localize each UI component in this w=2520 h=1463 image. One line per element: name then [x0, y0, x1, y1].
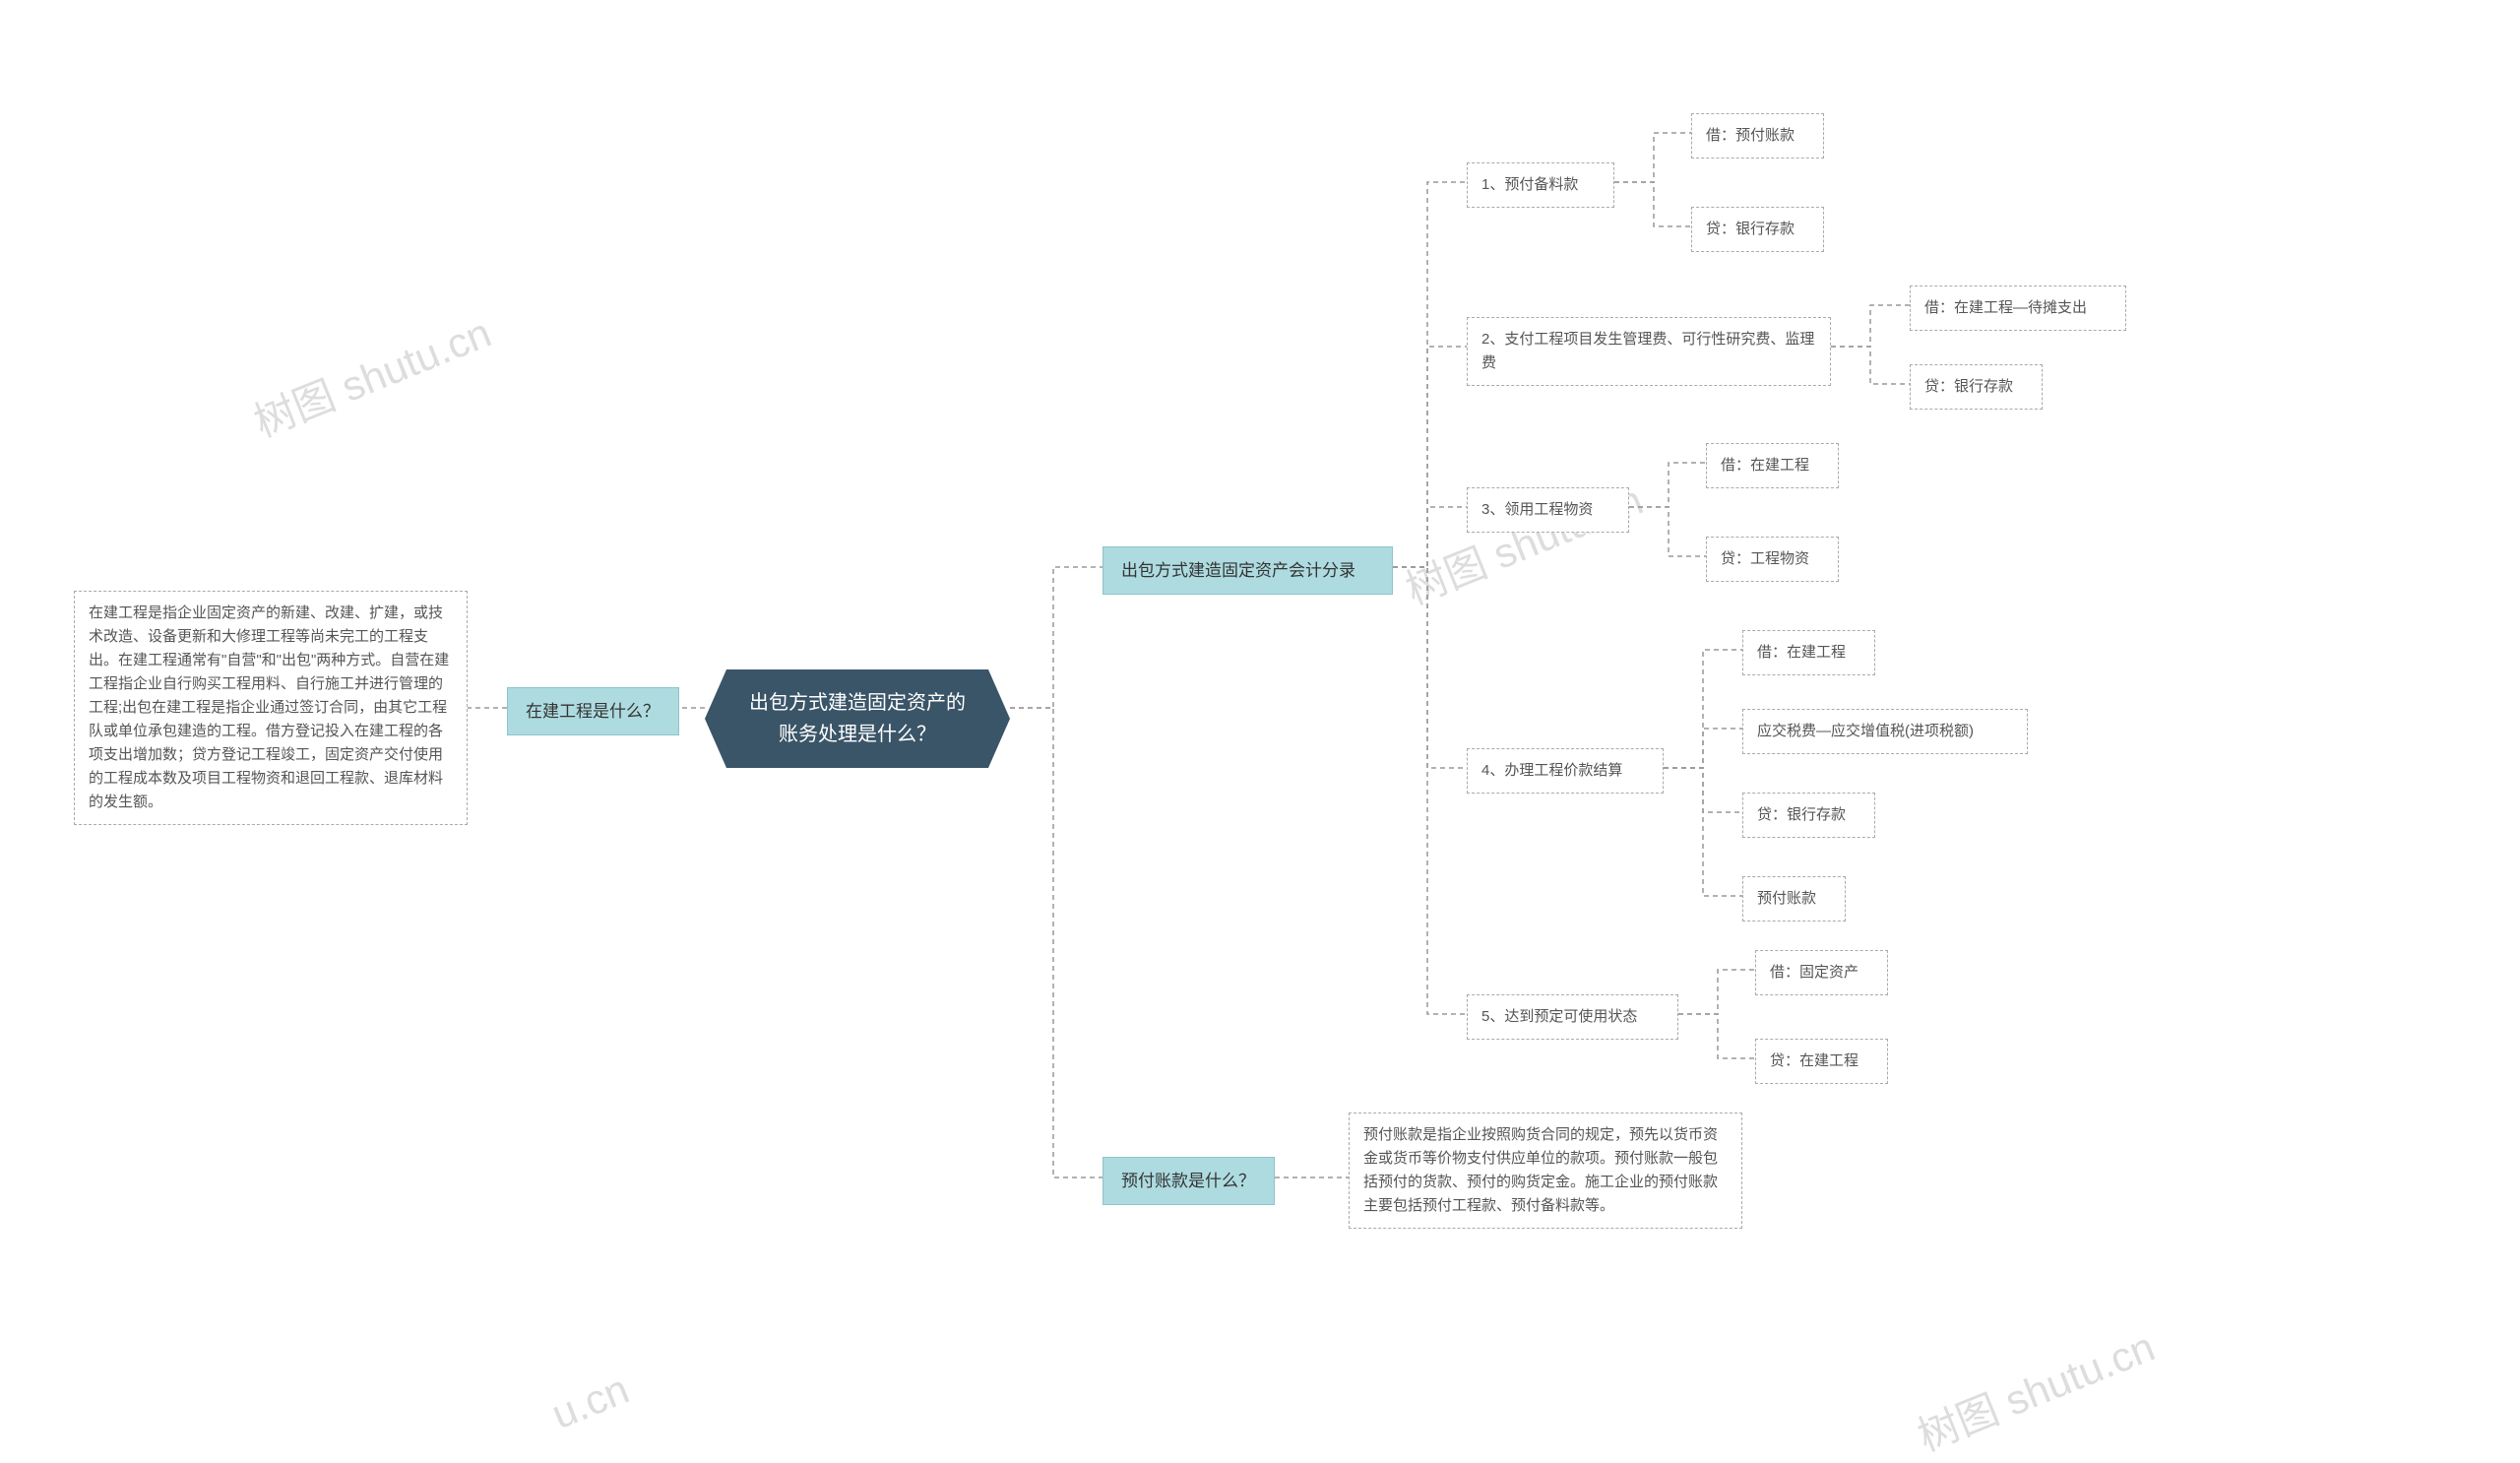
entry-2[interactable]: 2、支付工程项目发生管理费、可行性研究费、监理费 [1467, 317, 1831, 386]
leaf-text: 贷：银行存款 [1757, 806, 1846, 823]
leaf-text: 贷：工程物资 [1721, 550, 1809, 567]
entry-3[interactable]: 3、领用工程物资 [1467, 487, 1629, 533]
entry-4[interactable]: 4、办理工程价款结算 [1467, 748, 1664, 794]
entry-1-debit: 借：预付账款 [1691, 113, 1824, 159]
entry-4-credit2: 预付账款 [1742, 876, 1846, 922]
entry-4-debit2: 应交税费—应交增值税(进项税额) [1742, 709, 2028, 754]
watermark: u.cn [545, 1366, 636, 1438]
entry-4-debit1: 借：在建工程 [1742, 630, 1875, 675]
entry-label: 2、支付工程项目发生管理费、可行性研究费、监理费 [1481, 331, 1814, 371]
entry-2-credit: 贷：银行存款 [1910, 364, 2043, 410]
leaf-text: 预付账款是指企业按照购货合同的规定，预先以货币资金或货币等价物支付供应单位的款项… [1363, 1126, 1718, 1214]
entry-1[interactable]: 1、预付备料款 [1467, 162, 1614, 208]
watermark: 树图 shutu.cn [244, 300, 499, 450]
entry-label: 4、办理工程价款结算 [1481, 762, 1622, 779]
branch-left[interactable]: 在建工程是什么？ [507, 687, 679, 735]
leaf-text: 借：在建工程 [1757, 644, 1846, 661]
leaf-text: 在建工程是指企业固定资产的新建、改建、扩建，或技术改造、设备更新和大修理工程等尚… [89, 604, 449, 810]
entry-label: 1、预付备料款 [1481, 176, 1578, 193]
entry-3-debit: 借：在建工程 [1706, 443, 1839, 488]
branch-prepaid[interactable]: 预付账款是什么？ [1102, 1157, 1275, 1205]
leaf-text: 预付账款 [1757, 890, 1816, 907]
watermark: 树图 shutu.cn [1908, 1314, 2163, 1463]
leaf-text: 贷：银行存款 [1924, 378, 2013, 395]
entry-5[interactable]: 5、达到预定可使用状态 [1467, 994, 1678, 1040]
leaf-text: 应交税费—应交增值税(进项税额) [1757, 723, 1974, 739]
entry-4-credit1: 贷：银行存款 [1742, 793, 1875, 838]
leaf-text: 借：在建工程 [1721, 457, 1809, 474]
branch-accounting-entries[interactable]: 出包方式建造固定资产会计分录 [1102, 546, 1393, 595]
entry-1-credit: 贷：银行存款 [1691, 207, 1824, 252]
leaf-text: 贷：银行存款 [1706, 221, 1795, 237]
root-label: 出包方式建造固定资产的 账务处理是什么？ [749, 692, 966, 745]
entry-5-debit: 借：固定资产 [1755, 950, 1888, 995]
branch-label: 出包方式建造固定资产会计分录 [1121, 561, 1355, 580]
leaf-text: 贷：在建工程 [1770, 1052, 1858, 1069]
entry-label: 5、达到预定可使用状态 [1481, 1008, 1637, 1025]
leaf-text: 借：在建工程—待摊支出 [1924, 299, 2087, 316]
entry-2-debit: 借：在建工程—待摊支出 [1910, 286, 2126, 331]
leaf-text: 借：预付账款 [1706, 127, 1795, 144]
leaf-text: 借：固定资产 [1770, 964, 1858, 981]
root-node[interactable]: 出包方式建造固定资产的 账务处理是什么？ [705, 669, 1010, 768]
branch-label: 在建工程是什么？ [526, 702, 660, 721]
entry-label: 3、领用工程物资 [1481, 501, 1593, 518]
entry-3-credit: 贷：工程物资 [1706, 537, 1839, 582]
entry-5-credit: 贷：在建工程 [1755, 1039, 1888, 1084]
branch-label: 预付账款是什么？ [1121, 1172, 1255, 1190]
leaf-left-desc: 在建工程是指企业固定资产的新建、改建、扩建，或技术改造、设备更新和大修理工程等尚… [74, 591, 468, 825]
leaf-prepaid-desc: 预付账款是指企业按照购货合同的规定，预先以货币资金或货币等价物支付供应单位的款项… [1349, 1113, 1742, 1229]
